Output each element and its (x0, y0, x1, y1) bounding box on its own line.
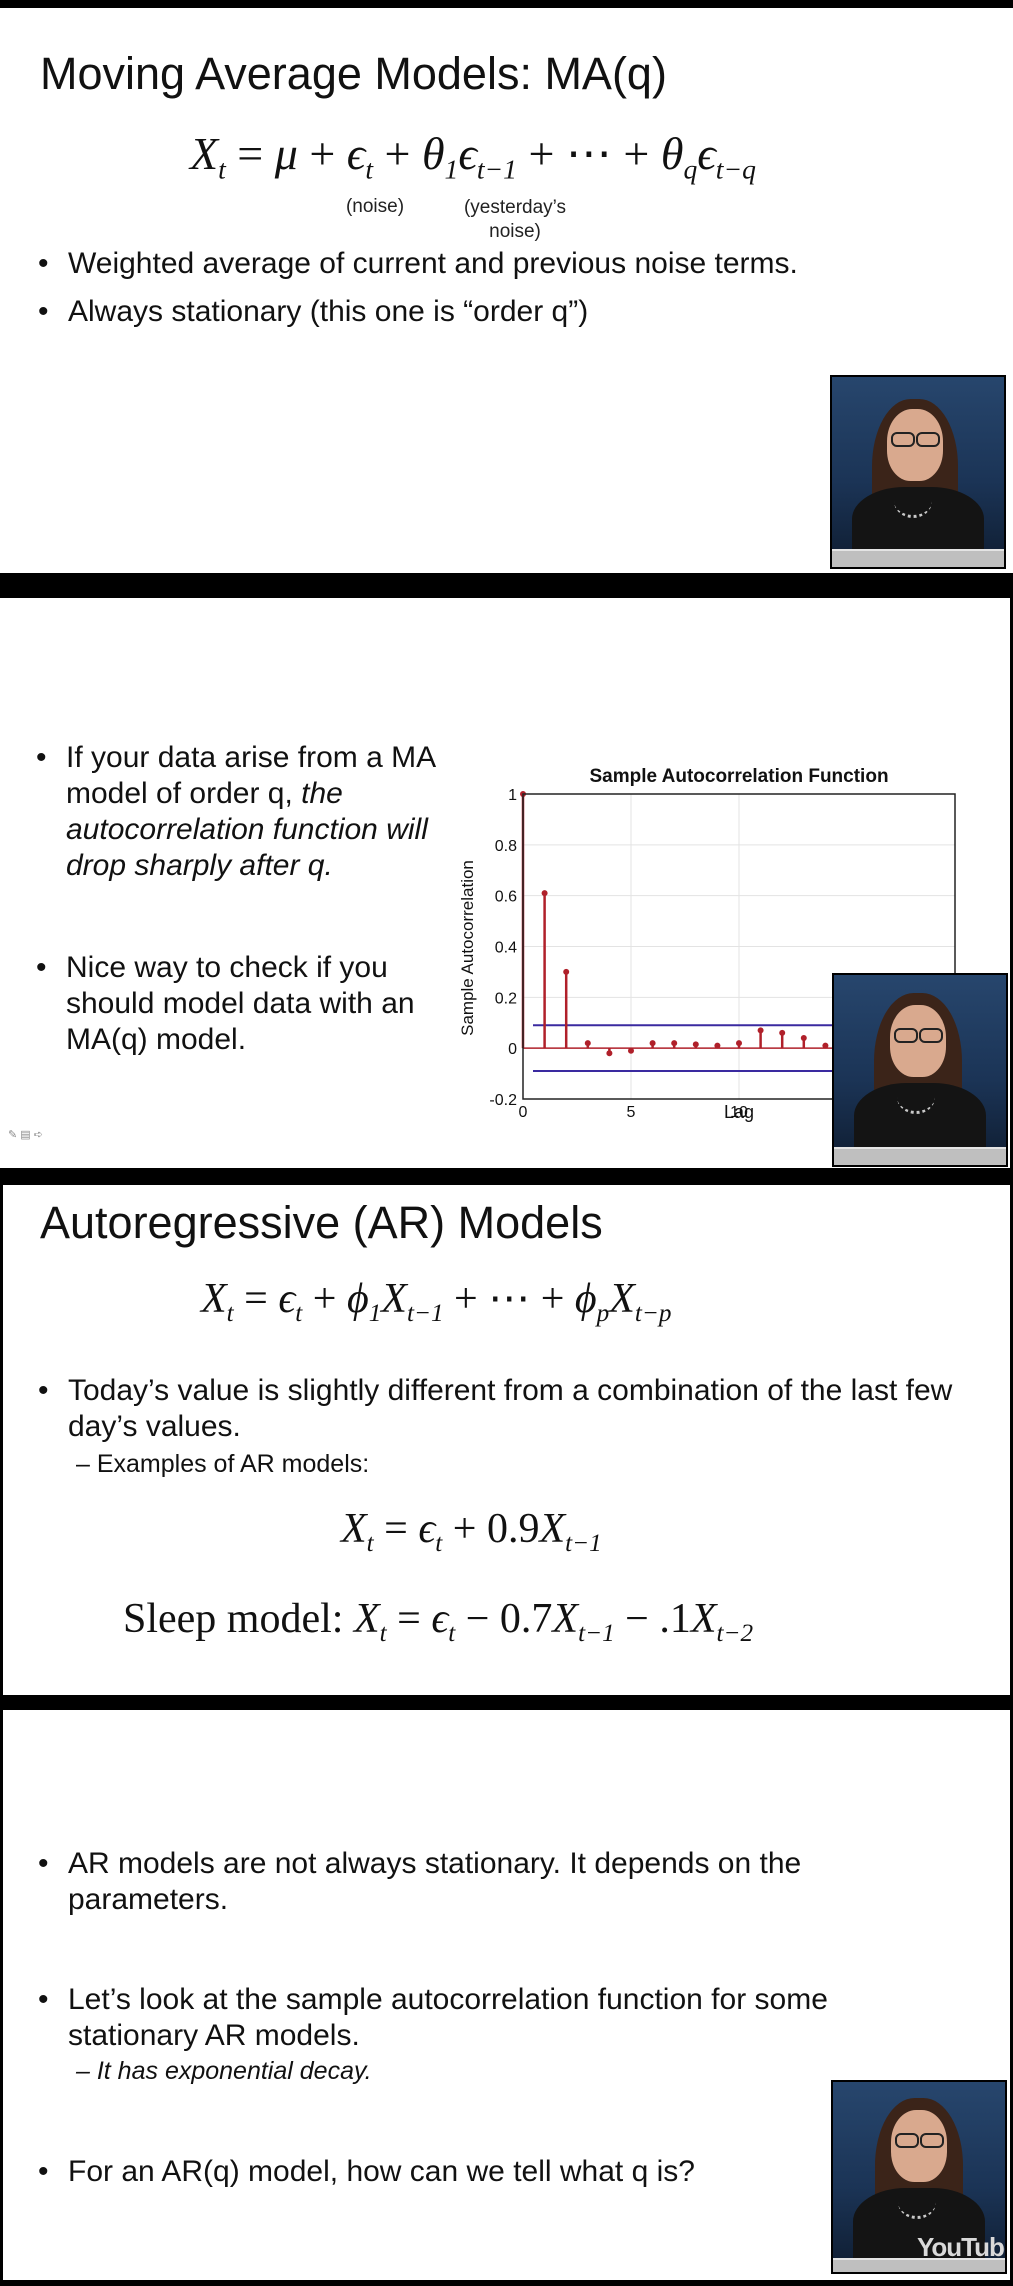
sleep-model-label: Sleep model: (123, 1596, 344, 1642)
slide2-bullet-1-italic: the autocorrelation function will drop s… (66, 777, 428, 882)
acf-point (714, 1042, 721, 1049)
acf-point (541, 890, 548, 897)
ar1-example-equation: Xt = ϵt + 0.9Xt−1 (341, 1506, 602, 1557)
slide2-bullet-1: • If your data arise from a MA model of o… (36, 741, 435, 882)
chart-title: Sample Autocorrelation Function (589, 766, 888, 787)
slide3-title: Autoregressive (AR) Models (40, 1197, 603, 1248)
slide-ma-models: Moving Average Models: MA(q) Xt = μ + ϵt… (0, 8, 1013, 573)
youtube-watermark[interactable]: YouTube (917, 2232, 1005, 2262)
slide1-title: Moving Average Models: MA(q) (40, 48, 667, 99)
acf-point (822, 1042, 829, 1049)
y-tick-label: 0.4 (495, 940, 517, 957)
acf-point (628, 1047, 634, 1054)
acf-point (606, 1050, 613, 1057)
slide4-subbullet: – It has exponential decay. (76, 2057, 372, 2085)
acf-point (757, 1027, 764, 1034)
slide1-bullet-2: • Always stationary (this one is “order q… (38, 295, 589, 328)
slide3-bullet: • Today’s value is slightly different fro… (38, 1374, 953, 1443)
yesterday-label-line1: (yesterday’s (463, 197, 567, 218)
noise-annotation: (noise) (345, 196, 405, 217)
acf-point (800, 1035, 807, 1041)
slide4-bullet-2: • Let’s look at the sample autocorrelatio… (38, 1983, 828, 2052)
y-tick-label: 0.6 (495, 889, 517, 906)
presenter-video-2[interactable] (832, 973, 1008, 1167)
x-tick-label: 10 (730, 1104, 748, 1121)
acf-point (649, 1040, 656, 1047)
acf-point (563, 968, 570, 975)
chart-frame (522, 793, 956, 1100)
slide-acf-ma: • If your data arise from a MA model of o… (0, 598, 1010, 1168)
x-tick-label: 0 (519, 1104, 528, 1121)
chart-xlabel: Lag (724, 1102, 754, 1122)
slide4-bullet-3: • For an AR(q) model, how can we tell wha… (38, 2155, 695, 2188)
arrow-icon[interactable]: ➪ (33, 1129, 43, 1141)
y-tick-label: 0.2 (495, 990, 517, 1007)
yesterday-label-line2: noise) (489, 221, 541, 242)
acf-point (692, 1041, 699, 1048)
slide-ar-stationarity: • AR models are not always stationary. It… (3, 1710, 1010, 2280)
ma-equation: Xt = μ + ϵt + θ1ϵt−1 + ⋯ + θqϵt−q (190, 128, 756, 185)
slide1-bullet-1: • Weighted average of current and previou… (38, 247, 798, 280)
y-tick-label: 0 (508, 1041, 517, 1058)
yesterday-noise-annotation: (yesterday’s noise) (445, 196, 585, 244)
slide3-subbullet: – Examples of AR models: (76, 1450, 370, 1478)
acf-point (779, 1029, 786, 1036)
y-tick-label: 0.8 (495, 838, 517, 855)
slide-toolbar[interactable]: ✎ ▤ ➪ (8, 1128, 43, 1141)
ar-equation: Xt = ϵt + ϕ1Xt−1 + ⋯ + ϕpXt−p (201, 1276, 672, 1327)
pen-icon[interactable]: ✎ (8, 1129, 18, 1141)
presenter-video-3[interactable]: YouTube (831, 2080, 1007, 2274)
chart-ylabel: Sample Autocorrelation (458, 860, 477, 1036)
slide4-bullet-1: • AR models are not always stationary. It… (38, 1847, 802, 1916)
sleep-model-equation: Sleep model: Xt = ϵt − 0.7Xt−1 − .1Xt−2 (123, 1596, 754, 1647)
y-tick-label: 1 (508, 787, 517, 804)
acf-point (584, 1040, 591, 1047)
slides-icon[interactable]: ▤ (20, 1129, 31, 1141)
y-tick-label: -0.2 (489, 1092, 517, 1109)
acf-point (736, 1040, 742, 1047)
slide2-bullet-2: • Nice way to check if you should model d… (36, 951, 415, 1056)
presenter-video-1[interactable] (830, 375, 1006, 569)
x-tick-label: 5 (627, 1104, 636, 1121)
acf-point (671, 1040, 678, 1047)
acf-chart: Sample Autocorrelation Function Sample A… (458, 766, 956, 1122)
slide-ar-models: Autoregressive (AR) Models Xt = ϵt + ϕ1X… (3, 1185, 1010, 1695)
